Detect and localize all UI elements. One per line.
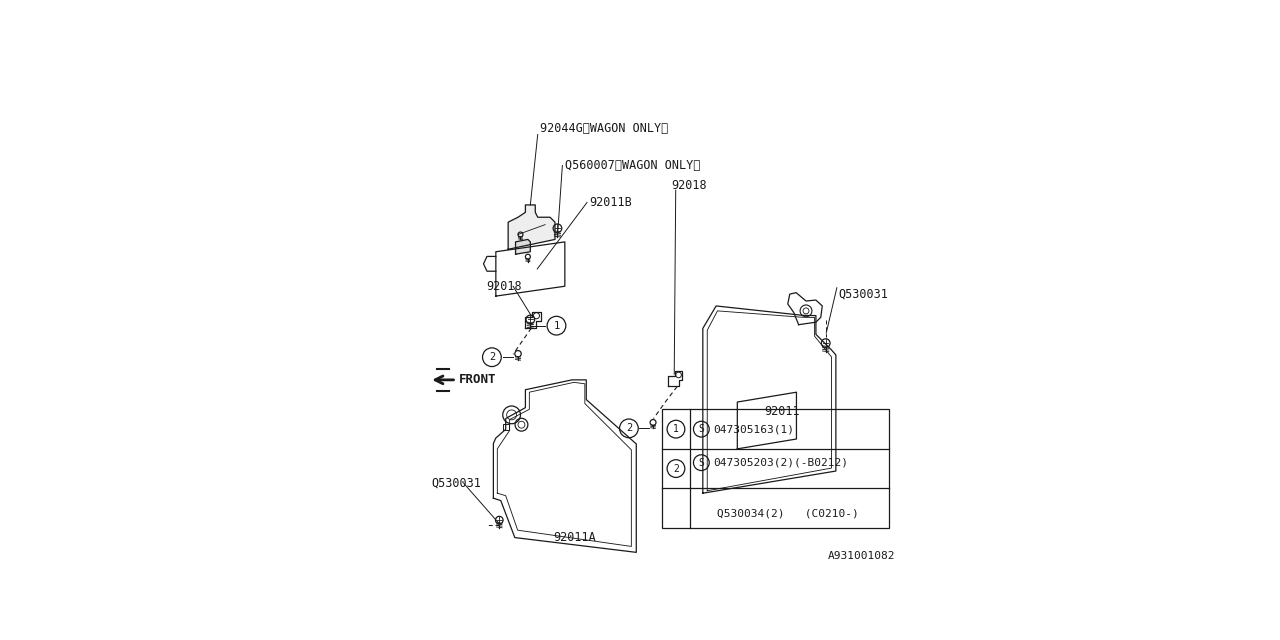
Text: 92018: 92018	[486, 280, 522, 292]
Text: Q530031: Q530031	[431, 477, 481, 490]
Text: 92011B: 92011B	[590, 196, 632, 209]
Text: 2: 2	[489, 352, 495, 362]
Bar	[503, 424, 509, 430]
Text: 1: 1	[553, 321, 559, 331]
Text: 2: 2	[673, 463, 678, 474]
Text: Q560007（WAGON ONLY）: Q560007（WAGON ONLY）	[564, 159, 700, 172]
Text: Q530031: Q530031	[838, 287, 888, 300]
Text: 047305203(2)(-B0212): 047305203(2)(-B0212)	[713, 458, 849, 468]
Text: 047305163(1): 047305163(1)	[713, 424, 794, 434]
Bar	[663, 410, 890, 528]
Text: 92011: 92011	[764, 405, 800, 419]
Text: Q530034(2)   (C0210-): Q530034(2) (C0210-)	[717, 509, 859, 519]
Polygon shape	[516, 239, 530, 254]
Text: S: S	[699, 458, 704, 468]
Text: A931001082: A931001082	[827, 551, 895, 561]
Text: S: S	[699, 424, 704, 434]
Text: 2: 2	[626, 424, 632, 433]
Text: 1: 1	[673, 424, 678, 434]
Text: 92044G（WAGON ONLY）: 92044G（WAGON ONLY）	[540, 122, 668, 135]
Polygon shape	[508, 205, 556, 249]
Text: 92011A: 92011A	[553, 531, 596, 544]
Text: 92018: 92018	[671, 179, 707, 192]
Text: FRONT: FRONT	[460, 373, 497, 387]
